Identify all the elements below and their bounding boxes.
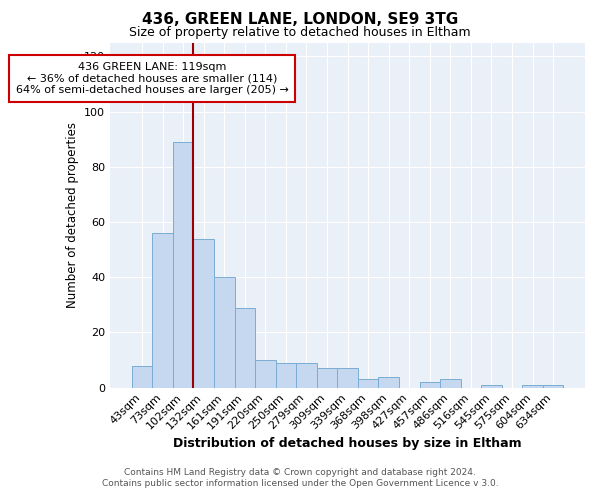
Text: 436 GREEN LANE: 119sqm
← 36% of detached houses are smaller (114)
64% of semi-de: 436 GREEN LANE: 119sqm ← 36% of detached… bbox=[16, 62, 289, 95]
Bar bbox=[440, 380, 461, 388]
Bar bbox=[481, 385, 502, 388]
Bar bbox=[543, 385, 563, 388]
Bar bbox=[152, 233, 173, 388]
Bar bbox=[173, 142, 193, 388]
Text: Size of property relative to detached houses in Eltham: Size of property relative to detached ho… bbox=[129, 26, 471, 39]
Bar bbox=[255, 360, 275, 388]
Bar bbox=[337, 368, 358, 388]
Bar bbox=[523, 385, 543, 388]
Bar bbox=[132, 366, 152, 388]
Text: Contains HM Land Registry data © Crown copyright and database right 2024.
Contai: Contains HM Land Registry data © Crown c… bbox=[101, 468, 499, 487]
Bar bbox=[358, 380, 379, 388]
Y-axis label: Number of detached properties: Number of detached properties bbox=[65, 122, 79, 308]
X-axis label: Distribution of detached houses by size in Eltham: Distribution of detached houses by size … bbox=[173, 437, 522, 450]
Bar bbox=[317, 368, 337, 388]
Text: 436, GREEN LANE, LONDON, SE9 3TG: 436, GREEN LANE, LONDON, SE9 3TG bbox=[142, 12, 458, 28]
Bar bbox=[275, 363, 296, 388]
Bar bbox=[214, 277, 235, 388]
Bar bbox=[235, 308, 255, 388]
Bar bbox=[419, 382, 440, 388]
Bar bbox=[296, 363, 317, 388]
Bar bbox=[193, 238, 214, 388]
Bar bbox=[379, 376, 399, 388]
